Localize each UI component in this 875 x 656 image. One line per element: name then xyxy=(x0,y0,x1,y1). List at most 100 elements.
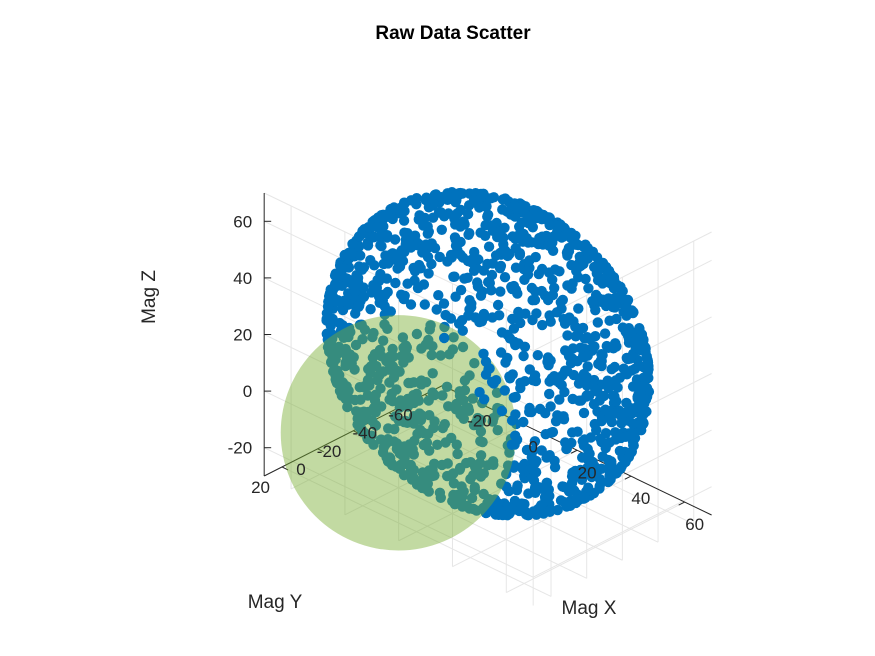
data-point xyxy=(348,352,359,363)
data-point xyxy=(335,296,346,307)
data-point xyxy=(488,459,499,470)
data-point xyxy=(519,376,531,387)
data-point xyxy=(459,273,470,284)
data-point xyxy=(419,299,430,310)
data-point xyxy=(331,377,343,389)
data-point xyxy=(401,342,412,353)
data-point xyxy=(518,416,529,428)
data-point xyxy=(476,316,488,327)
data-point xyxy=(484,363,495,374)
data-point xyxy=(490,375,502,386)
data-point xyxy=(439,321,450,333)
data-point xyxy=(549,282,560,294)
y-tick-label: -40 xyxy=(352,424,377,443)
data-point xyxy=(591,463,602,474)
data-point xyxy=(429,389,440,401)
data-point xyxy=(369,260,380,271)
data-point xyxy=(381,438,392,449)
data-point xyxy=(331,280,343,291)
data-point xyxy=(420,377,432,388)
data-point xyxy=(545,316,556,327)
data-point xyxy=(517,463,528,474)
data-point xyxy=(376,351,387,362)
data-point xyxy=(475,450,487,461)
data-point xyxy=(472,277,483,288)
data-point xyxy=(478,188,489,199)
data-point xyxy=(581,371,592,383)
data-point xyxy=(356,319,367,330)
y-tick-label: -20 xyxy=(317,442,342,461)
data-point xyxy=(380,289,391,301)
data-point xyxy=(402,278,413,289)
data-point xyxy=(569,238,580,250)
data-point xyxy=(504,333,516,344)
data-point xyxy=(534,210,546,222)
data-point xyxy=(500,357,511,368)
data-point xyxy=(547,245,559,256)
data-point xyxy=(423,202,435,213)
data-point xyxy=(560,438,572,449)
data-point xyxy=(514,248,526,259)
data-point xyxy=(559,365,571,376)
data-point xyxy=(375,268,386,280)
data-point xyxy=(450,240,462,251)
data-point xyxy=(433,207,445,218)
data-point xyxy=(398,416,410,428)
data-point xyxy=(369,419,381,431)
data-point xyxy=(437,390,448,401)
data-point xyxy=(556,232,567,243)
data-point xyxy=(529,294,541,306)
data-point xyxy=(411,193,422,204)
data-point xyxy=(583,461,594,473)
data-point xyxy=(594,474,606,485)
data-point xyxy=(563,486,575,497)
data-point xyxy=(330,369,341,380)
data-point xyxy=(345,326,356,338)
data-point xyxy=(391,249,402,260)
data-point xyxy=(622,294,634,306)
data-point xyxy=(594,483,605,494)
data-point xyxy=(604,406,615,417)
data-point xyxy=(589,261,600,273)
data-point xyxy=(495,286,506,297)
data-point xyxy=(473,459,484,470)
data-point xyxy=(480,220,491,231)
data-point xyxy=(573,303,584,314)
data-point xyxy=(481,507,492,518)
data-point xyxy=(496,405,508,417)
data-point xyxy=(321,313,332,325)
data-point xyxy=(434,487,446,498)
y-axis-label: Mag Y xyxy=(248,592,303,613)
data-point xyxy=(474,202,485,213)
data-point xyxy=(438,298,450,309)
data-point xyxy=(466,492,478,504)
data-point xyxy=(354,300,365,311)
data-point xyxy=(327,355,338,366)
data-point xyxy=(522,444,533,456)
data-point xyxy=(389,234,401,245)
x-tick-mark xyxy=(624,475,632,480)
x-tick-label: 20 xyxy=(578,463,597,482)
data-point xyxy=(391,384,402,395)
data-point xyxy=(365,361,377,372)
data-point xyxy=(339,249,350,261)
data-point xyxy=(570,230,581,241)
data-point xyxy=(378,335,389,346)
data-point xyxy=(597,278,608,289)
data-point xyxy=(575,260,586,272)
data-point xyxy=(365,304,376,315)
z-tick-label: 40 xyxy=(233,269,252,288)
data-point xyxy=(532,350,543,361)
data-point xyxy=(428,422,439,434)
data-point xyxy=(378,221,389,232)
data-point xyxy=(518,350,529,362)
data-point xyxy=(499,385,510,396)
data-point xyxy=(427,464,438,475)
data-point xyxy=(572,356,583,367)
z-tick-label: 60 xyxy=(233,212,252,231)
data-point xyxy=(604,458,616,470)
data-point xyxy=(580,239,591,250)
data-point xyxy=(416,343,427,354)
data-point xyxy=(352,277,364,288)
data-point xyxy=(492,425,503,436)
